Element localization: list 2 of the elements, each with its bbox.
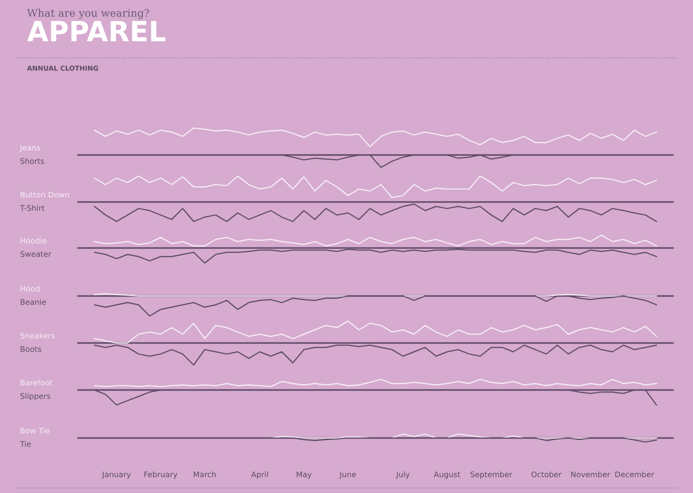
- chart-subtitle: What are you wearing?: [27, 8, 150, 19]
- chart-title: APPAREL: [27, 20, 166, 42]
